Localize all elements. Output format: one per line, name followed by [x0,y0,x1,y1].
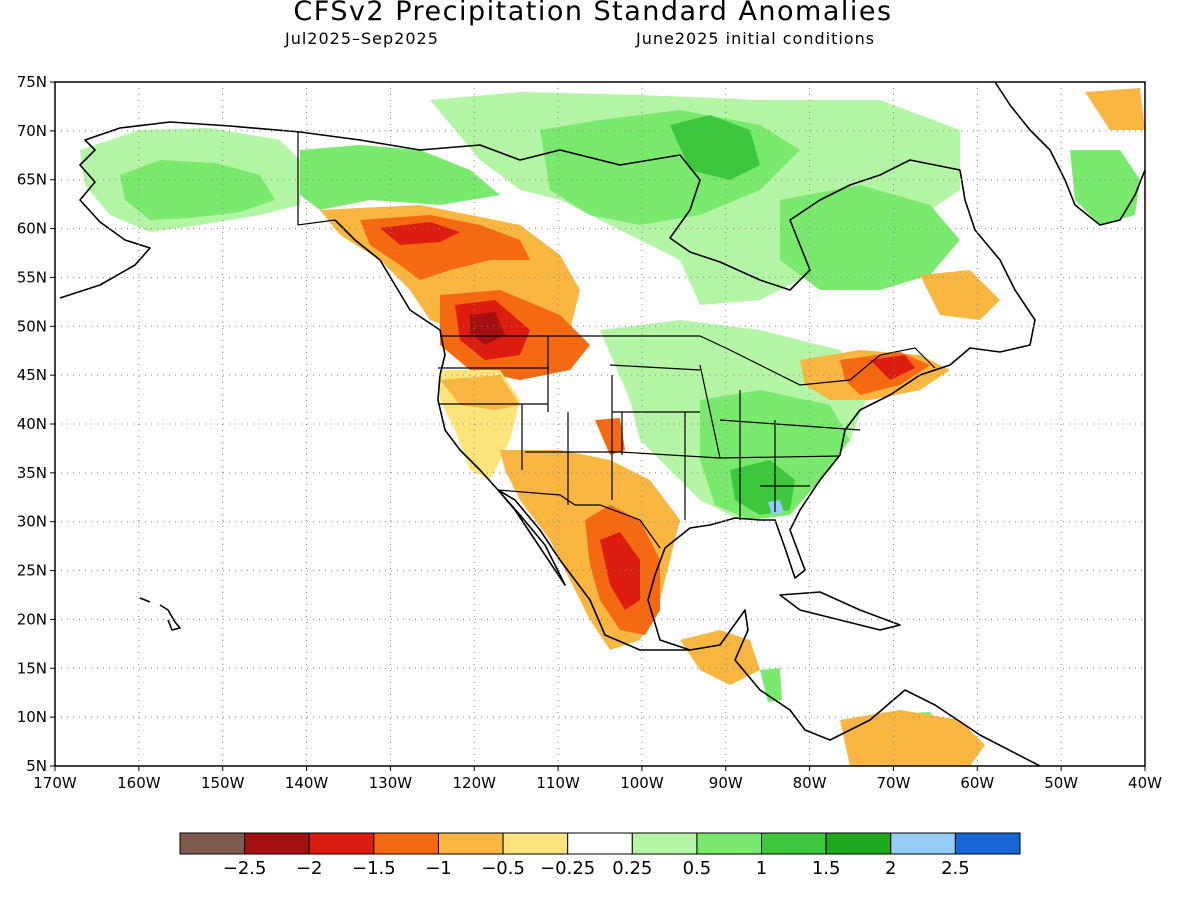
colorbar-swatch [954,832,1021,855]
colorbar-swatch [244,832,310,855]
lat-tick-label: 5N [26,757,47,775]
colorbar-label: 2 [885,858,896,879]
colorbar-swatch [825,832,892,855]
alaska-coastline [59,121,421,299]
us-state-lines [438,336,861,520]
hawaii-islands [139,597,181,631]
lon-tick-label: 150W [201,774,245,792]
lon-tick-label: 110W [536,774,580,792]
lat-tick-label: 75N [17,73,47,91]
lon-tick-label: 160W [117,774,161,792]
graticule [55,82,1145,766]
colorbar-label: 2.5 [941,858,970,879]
lon-tick-label: 70W [877,774,911,792]
colorbar-label: 1.5 [812,858,841,879]
lat-tick-label: 60N [17,220,47,238]
us-east-coastline [647,364,1041,766]
colorbar: −2.5 −2 −1.5 −1 −0.5 −0.25 0.25 0.5 1 1.5 2 2.5 [179,832,1021,879]
lon-tick-label: 170W [33,774,77,792]
yukon-wet [300,145,500,210]
colorbar-swatch [437,832,504,855]
colorbar-label: −2 [296,858,323,879]
alaska-wet-core [120,160,275,220]
chart-title: CFSv2 Precipitation Standard Anomalies [293,0,893,27]
lat-tick-label: 40N [17,415,47,433]
us-canada-border [440,335,936,386]
longitude-ticks: 170W 160W 150W 140W 130W 120W 110W 100W 90W 80W 70… [33,766,1162,792]
labrador-dry [920,270,1000,320]
lat-tick-label: 45N [17,366,47,384]
venezuela-dry [840,710,985,766]
florida-wet-core [768,500,784,515]
lon-tick-label: 120W [452,774,496,792]
colorbar-swatch [567,832,633,855]
colorbar-label: −1.5 [352,858,396,879]
colorbar-label: −1 [425,858,452,879]
bc-dry-strong [380,222,460,245]
colorbar-label: −0.5 [481,858,525,879]
pacific-nw-dry-strongest [470,312,505,345]
lat-tick-label: 50N [17,317,47,335]
central-america-dry [680,630,760,685]
colorbar-swatch [373,832,439,855]
colorbar-swatch [631,832,698,855]
greenland-coastline [994,82,1145,226]
colorbar-label: 0.25 [612,858,652,879]
colorbar-label: −2.5 [223,858,267,879]
forecast-period: Jul2025–Sep2025 [285,29,439,48]
central-america-wet [760,668,782,702]
lat-tick-label: 30N [17,513,47,531]
negative-anomaly-shading [320,88,1145,766]
colorbar-label: 0.5 [683,858,712,879]
lon-tick-label: 40W [1128,774,1162,792]
cuba-coastline [779,591,901,631]
map-area [55,82,1145,766]
labrador-coastline [949,169,1036,366]
quebec-wet [780,185,960,290]
colorbar-swatch [308,832,375,855]
hudson-wet-core [670,115,760,180]
nm-dry-core [595,418,625,455]
political-boundaries [297,132,936,549]
lon-tick-label: 90W [709,774,743,792]
colorbar-swatch [890,832,956,855]
colorbar-label: −0.25 [540,858,595,879]
new-england-dry-strong [870,355,915,380]
greenland-wet [1070,150,1140,225]
lon-tick-label: 140W [285,774,329,792]
arctic-canada-coastline [419,144,961,291]
lon-tick-label: 80W [793,774,827,792]
lat-tick-label: 35N [17,464,47,482]
lat-tick-label: 55N [17,268,47,286]
lat-tick-label: 15N [17,659,47,677]
lat-tick-label: 25N [17,562,47,580]
greenland-dry [1085,88,1145,130]
colorbar-swatch [179,832,246,855]
lat-tick-label: 70N [17,122,47,140]
us-west-coastline [334,219,690,651]
colorbar-swatch [502,832,569,855]
lon-tick-label: 50W [1044,774,1078,792]
lon-tick-label: 100W [620,774,664,792]
baja-coastline [497,489,566,586]
colorbar-swatch [696,832,763,855]
initial-conditions: June2025 initial conditions [636,29,876,48]
lat-tick-label: 65N [17,171,47,189]
latitude-ticks: 75N 70N 65N 60N 55N 50N 45N 40N 35N 30N 25N 20N 15N 1… [17,73,55,775]
colorbar-swatch [761,832,827,855]
colorbar-label: 1 [756,858,767,879]
great-basin-dry [440,375,520,410]
alaska-canada-border [297,132,336,226]
lat-tick-label: 10N [17,708,47,726]
us-mexico-border [497,489,661,549]
coastlines [59,82,1145,766]
lon-tick-label: 130W [369,774,413,792]
lon-tick-label: 60W [960,774,994,792]
lat-tick-label: 20N [17,610,47,628]
